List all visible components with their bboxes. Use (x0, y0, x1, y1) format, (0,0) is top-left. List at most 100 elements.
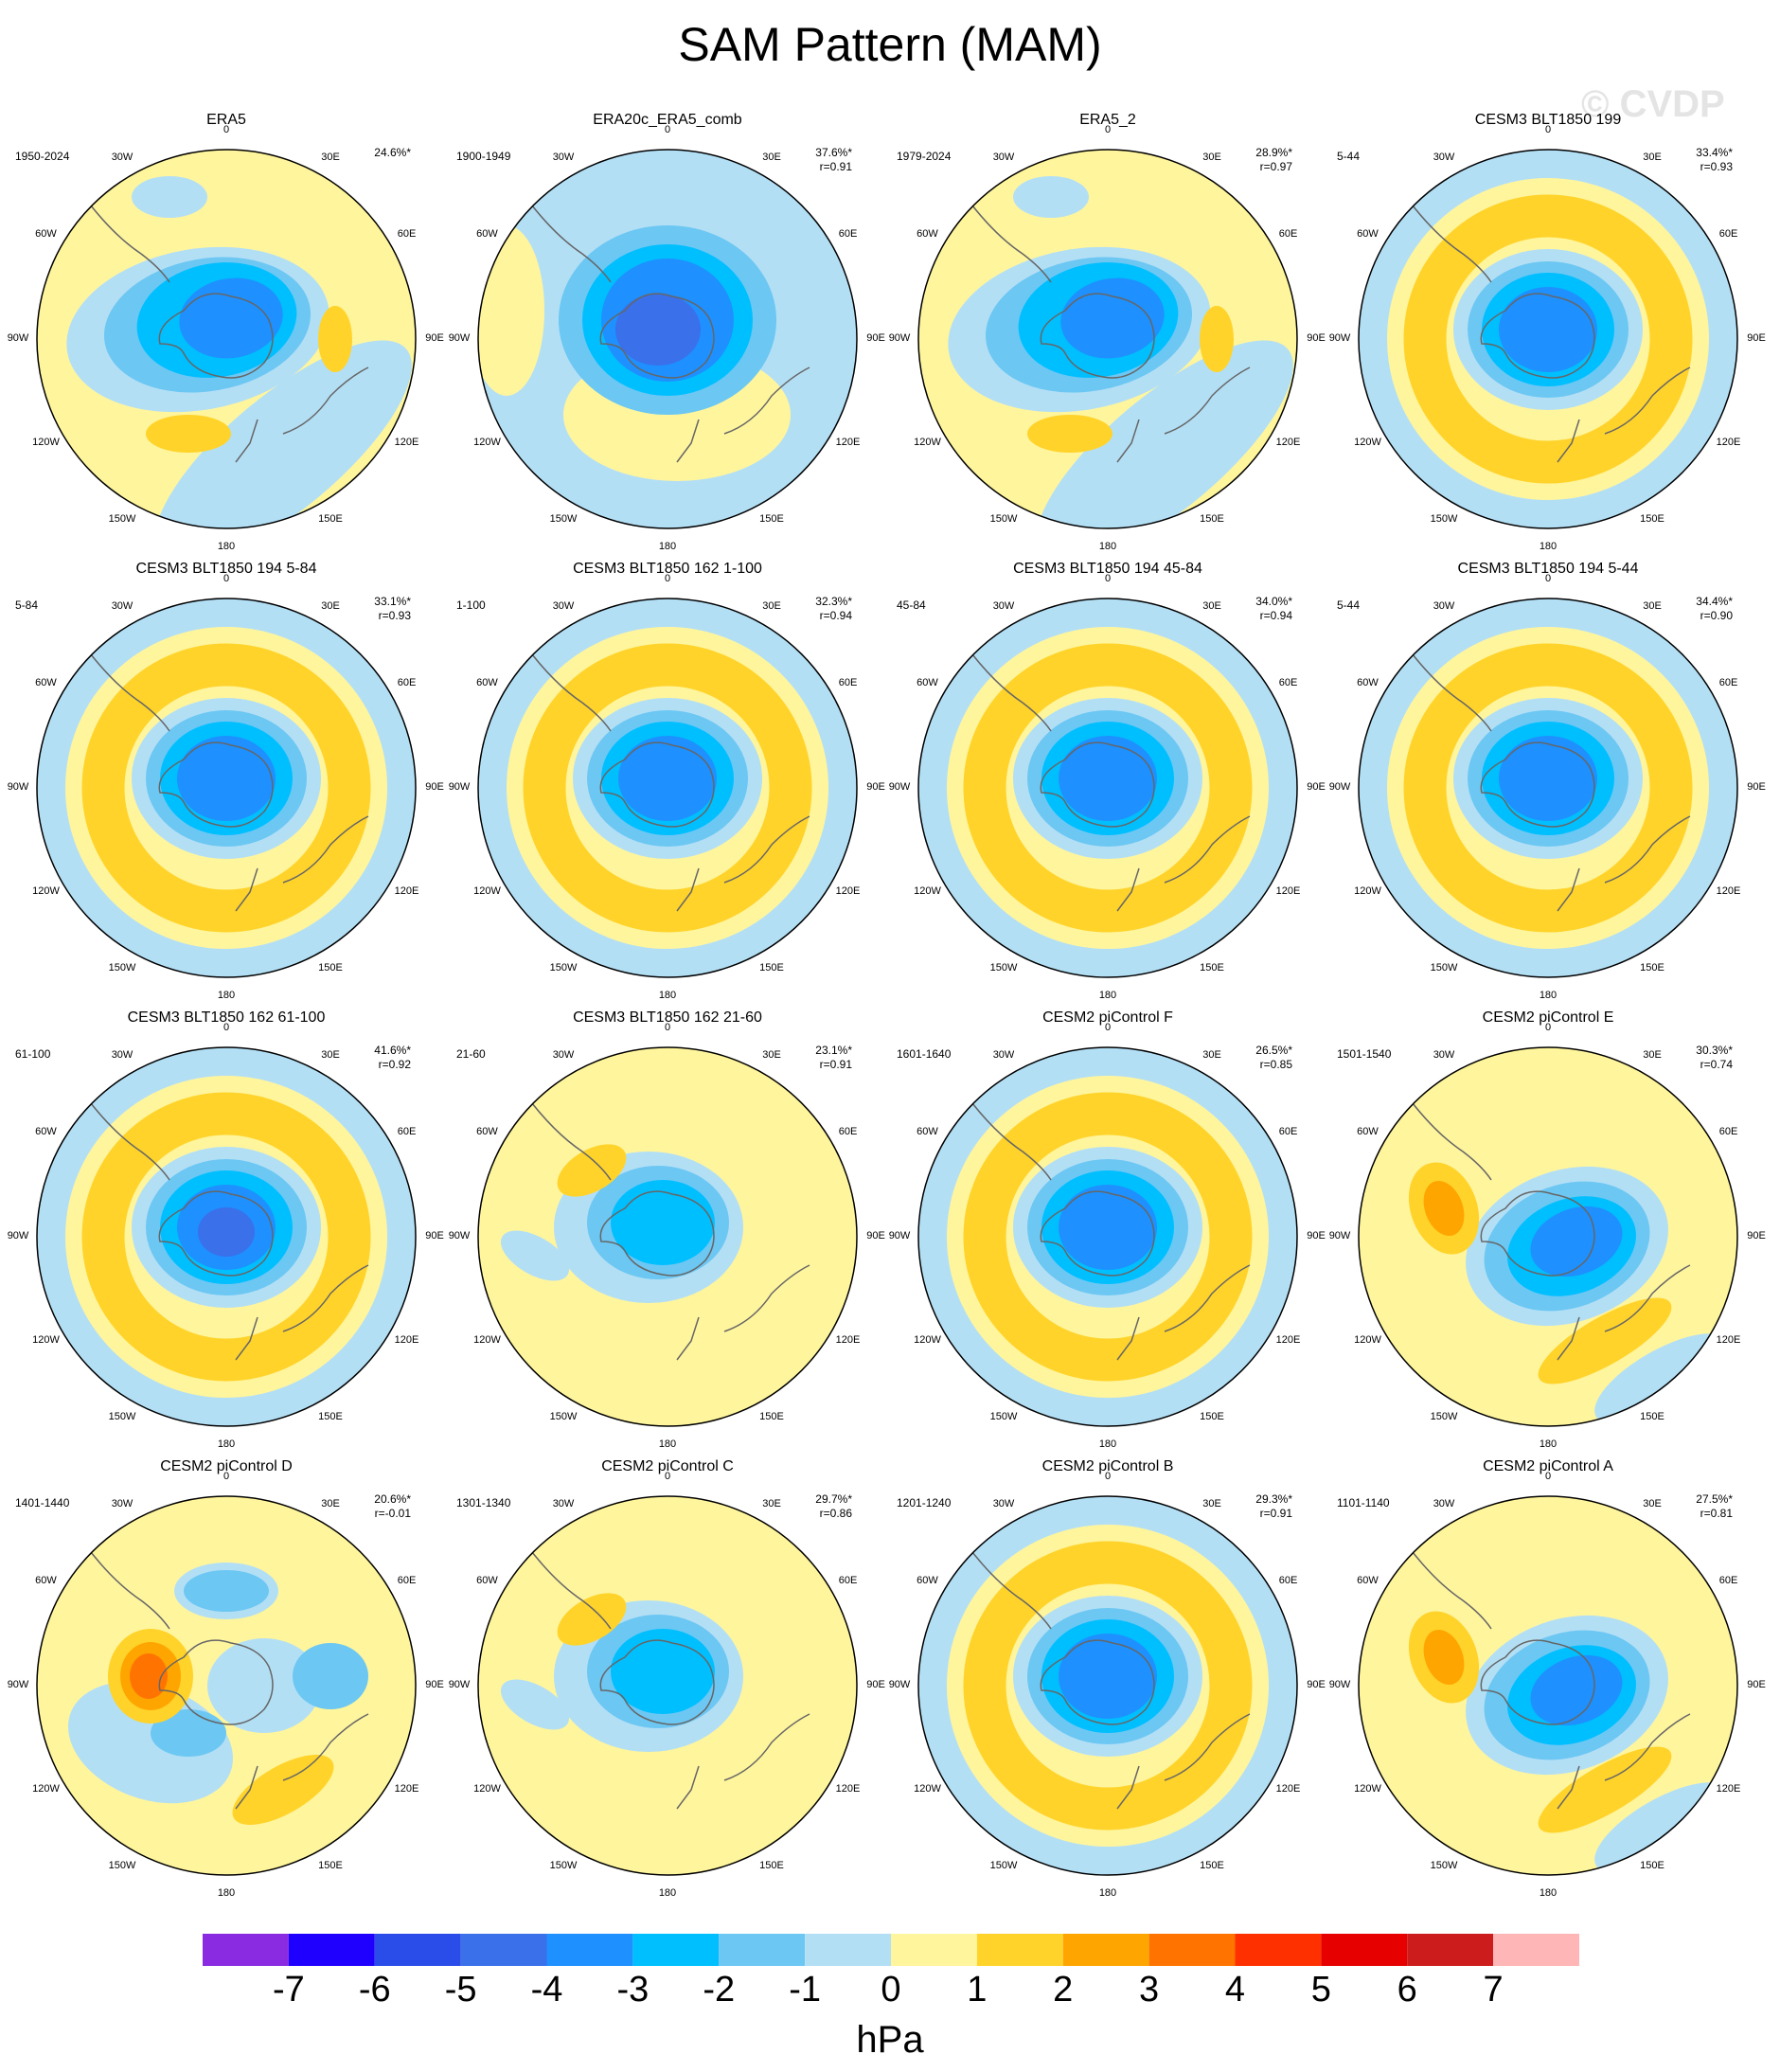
longitude-label: 120W (914, 1783, 941, 1795)
south-america-coastline (83, 645, 170, 732)
longitude-label: 150W (108, 1410, 136, 1422)
contour-region (1027, 415, 1112, 453)
australia-nz-coastline (235, 366, 369, 463)
longitude-label: 120E (835, 885, 861, 897)
longitude-label: 90E (425, 781, 444, 793)
colorbar-swatch (203, 1934, 289, 1966)
positive-ring (963, 643, 1253, 933)
colorbar-swatch (546, 1934, 633, 1966)
positive-ring (81, 1092, 371, 1382)
pattern-correlation: r=0.86 (819, 1507, 852, 1520)
variance-explained: 34.4%* (1696, 595, 1733, 608)
longitude-label: 90E (1747, 332, 1766, 344)
longitude-label: 150W (1430, 512, 1458, 525)
panel-variance-stats: 26.5%* r=0.85 (1255, 1044, 1292, 1072)
south-america-coastline (525, 645, 612, 732)
longitude-label: 60W (476, 677, 498, 688)
longitude-label: 30W (111, 152, 134, 164)
longitude-label: 30E (762, 1498, 781, 1510)
longitude-label: 60E (1278, 677, 1298, 688)
antarctica-coastline (599, 741, 715, 828)
longitude-label: 120W (32, 1334, 60, 1346)
longitude-label: 30E (321, 1049, 340, 1062)
positive-ring (963, 1092, 1253, 1382)
longitude-label: 90E (1747, 1679, 1766, 1690)
colorbar-tick-label: 5 (1310, 1970, 1331, 2009)
longitude-label: 30W (1433, 600, 1455, 613)
panel-years: 5-44 (1337, 598, 1361, 612)
australia-nz-coastline (1116, 815, 1251, 912)
map-border (36, 1046, 417, 1427)
variance-explained: 29.3%* (1255, 1492, 1292, 1506)
polar-map (36, 598, 417, 978)
longitude-label: 120W (473, 1334, 501, 1346)
longitude-label: 90E (866, 1679, 885, 1690)
longitude-label: 120E (1275, 1783, 1301, 1795)
longitude-label: 0 (222, 573, 230, 584)
longitude-label: 60W (1357, 1126, 1379, 1137)
australia-nz-coastline (1116, 1713, 1251, 1810)
panel-years: 1-100 (456, 598, 486, 612)
longitude-label: 30W (111, 1498, 134, 1510)
australia-nz-coastline (1116, 366, 1251, 463)
antarctica-coastline (1480, 1190, 1595, 1277)
outer-negative-ring (1359, 598, 1737, 977)
longitude-label: 150W (549, 961, 578, 973)
longitude-label: 120W (914, 1334, 941, 1346)
longitude-label: 120E (1716, 1783, 1741, 1795)
panel-title: CESM3 BLT1850 162 1-100 (573, 561, 762, 577)
colorbar-swatch (976, 1934, 1063, 1966)
polar-map (917, 1046, 1298, 1427)
pattern-correlation: r=0.91 (819, 160, 852, 173)
contour-region (1059, 1185, 1157, 1270)
contour-region (1060, 277, 1165, 359)
contour-region (557, 1144, 627, 1197)
contour-region (154, 340, 412, 528)
panel-title: CESM3 BLT1850 194 45-84 (1013, 561, 1202, 577)
longitude-label: 90W (1328, 1230, 1351, 1241)
longitude-label: 90W (448, 1230, 471, 1241)
longitude-label: 180 (1098, 990, 1117, 1001)
longitude-label: 30E (1643, 1498, 1662, 1510)
panel-title: CESM3 BLT1850 194 5-44 (1457, 561, 1639, 577)
outer-negative-ring (37, 598, 416, 977)
longitude-label: 60W (917, 1575, 938, 1586)
map-border (477, 1495, 858, 1876)
longitude-label: 0 (664, 1471, 671, 1482)
south-america-coastline (965, 645, 1052, 732)
contour-region (500, 1230, 570, 1281)
longitude-label: 30E (1643, 600, 1662, 613)
variance-explained: 33.1%* (374, 595, 411, 608)
antarctica-coastline (158, 293, 274, 379)
variance-explained: 27.5%* (1696, 1492, 1733, 1506)
longitude-label: 180 (1539, 541, 1558, 552)
positive-ring (1403, 194, 1693, 484)
longitude-label: 90W (1328, 1679, 1351, 1690)
outer-negative-ring (918, 1047, 1297, 1426)
colorbar-units: hPa (856, 2019, 924, 2061)
variance-explained: 28.9%* (1255, 146, 1292, 159)
longitude-label: 120E (835, 1334, 861, 1346)
map-panel: CESM2 piControl E 1501-1540 30.3%* r=0.74 0 3… (1326, 1009, 1771, 1456)
variance-explained: 34.0%* (1255, 595, 1292, 608)
pattern-correlation: r=0.94 (1259, 609, 1292, 622)
longitude-label: 90E (866, 781, 885, 793)
map-panel: CESM3 BLT1850 162 1-100 1-100 32.3%* r=0.94… (445, 561, 890, 1008)
longitude-label: 0 (1104, 573, 1112, 584)
longitude-label: 90E (866, 1230, 885, 1241)
longitude-label: 0 (1104, 124, 1112, 135)
contour-region (1530, 1654, 1623, 1726)
longitude-label: 60E (838, 1575, 858, 1586)
colorbar-swatch (805, 1934, 891, 1966)
longitude-label: 150E (1200, 961, 1224, 973)
variance-explained: 30.3%* (1696, 1044, 1733, 1057)
map-panel: CESM3 BLT1850 162 61-100 61-100 41.6%* r=0.… (4, 1009, 449, 1456)
south-america-coastline (83, 196, 170, 283)
longitude-label: 180 (1539, 1887, 1558, 1899)
longitude-label: 30W (552, 152, 575, 164)
longitude-label: 90W (1328, 332, 1351, 344)
longitude-label: 120E (1716, 1334, 1741, 1346)
panel-variance-stats: 33.4%* r=0.93 (1696, 146, 1733, 174)
panel-title: CESM2 piControl B (1041, 1458, 1174, 1474)
panel-years: 1950-2024 (15, 150, 70, 163)
